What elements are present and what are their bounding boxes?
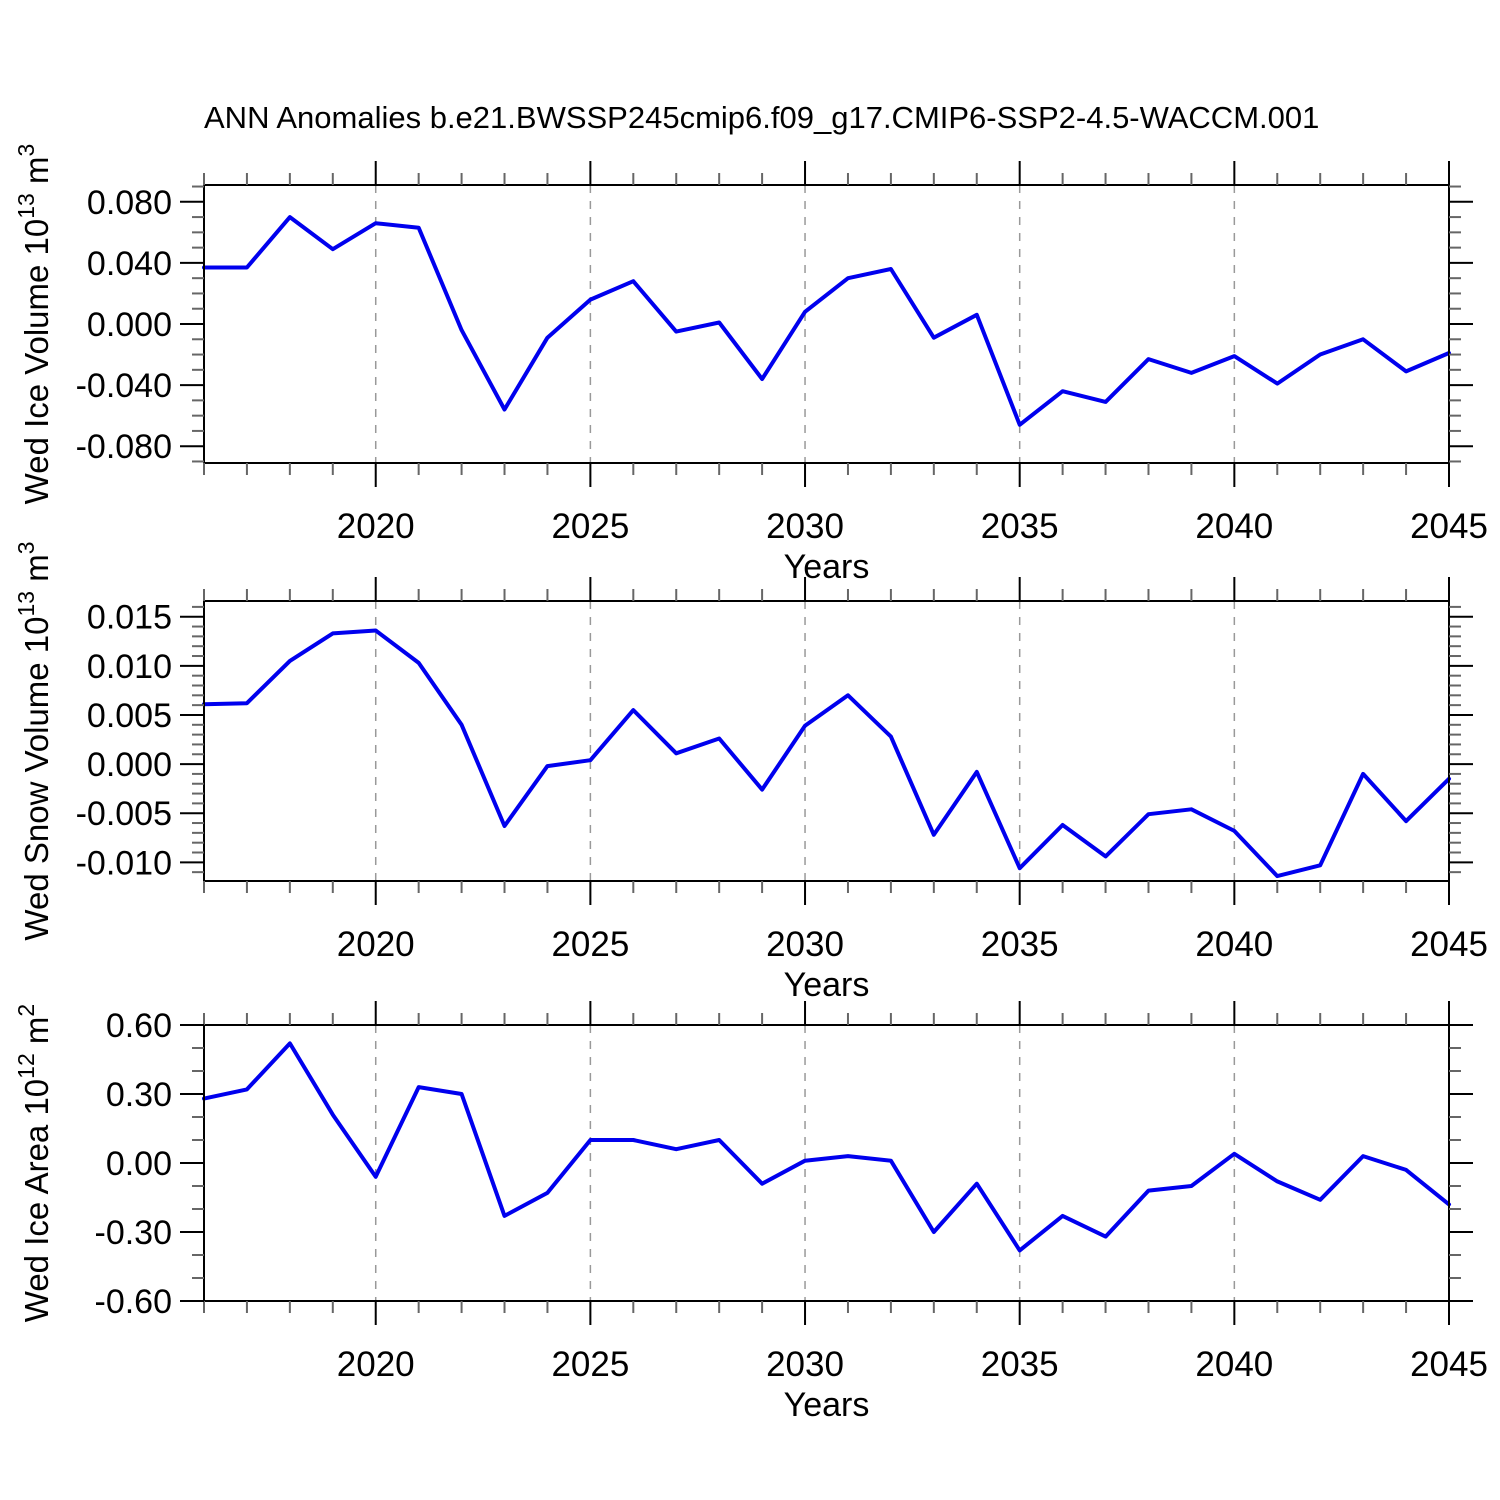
plot-frame [203, 600, 1450, 882]
series-line-wed-snow-volume [202, 628, 1451, 879]
x-axis-title: Years [784, 966, 870, 1004]
x-tick-label: 2020 [337, 1345, 415, 1384]
y-tick-label: 0.60 [106, 1007, 172, 1045]
x-tick-label: 2025 [551, 925, 629, 964]
y-tick-label: 0.040 [87, 245, 172, 283]
y-tick-label: 0.005 [87, 697, 172, 735]
x-tick-label: 2020 [337, 507, 415, 546]
y-tick-label: 0.000 [87, 306, 172, 344]
x-tick-label: 2035 [981, 925, 1059, 964]
y-tick-label: 0.30 [106, 1076, 172, 1114]
panel-wed-snow-volume: 0.015 0.010 0.005 0.000 -0.005 -0.010 2020 2025… [13, 541, 1488, 1004]
y-tick-label: -0.010 [76, 844, 172, 882]
y-axis-title: Wed Ice Area 1012 m2 [13, 1004, 55, 1322]
x-tick-label: 2045 [1410, 507, 1488, 546]
x-tick-label: 2030 [766, 507, 844, 546]
y-tick-label: 0.000 [87, 746, 172, 784]
x-tick-label: 2040 [1195, 507, 1273, 546]
y-tick-label: 0.00 [106, 1145, 172, 1183]
x-tick-label: 2025 [551, 1345, 629, 1384]
y-tick-label: 0.010 [87, 648, 172, 686]
series-line-wed-ice-area [202, 1041, 1451, 1253]
y-tick-label: 0.080 [87, 184, 172, 222]
y-tick-label: -0.080 [76, 428, 172, 466]
y-axis-title: Wed Ice Volume 1013 m3 [13, 144, 55, 505]
x-tick-label: 2040 [1195, 925, 1273, 964]
y-tick-label: -0.005 [76, 795, 172, 833]
y-tick-label: -0.040 [76, 367, 172, 405]
x-tick-label: 2020 [337, 925, 415, 964]
panel-wed-ice-area: 0.60 0.30 0.00 -0.30 -0.60 2020 2025 2030 2035 20… [13, 1001, 1488, 1424]
x-axis-title: Years [784, 1386, 870, 1424]
x-tick-label: 2040 [1195, 1345, 1273, 1384]
plot-frame [203, 1024, 1450, 1302]
x-tick-label: 2045 [1410, 1345, 1488, 1384]
x-tick-label: 2030 [766, 1345, 844, 1384]
series-line-wed-ice-volume [202, 215, 1451, 427]
y-tick-label: -0.60 [95, 1283, 173, 1321]
y-tick-label: -0.30 [95, 1214, 173, 1252]
y-tick-label: 0.015 [87, 599, 172, 637]
panel-wed-ice-volume: 0.080 0.040 0.000 -0.040 -0.080 2020 2025 2030 2… [13, 144, 1488, 586]
chart-title: ANN Anomalies b.e21.BWSSP245cmip6.f09_g1… [204, 100, 1320, 135]
x-axis-title: Years [784, 548, 870, 586]
x-tick-label: 2025 [551, 507, 629, 546]
x-tick-label: 2045 [1410, 925, 1488, 964]
x-tick-label: 2030 [766, 925, 844, 964]
x-tick-label: 2035 [981, 1345, 1059, 1384]
y-axis-title: Wed Snow Volume 1013 m3 [13, 541, 55, 940]
x-tick-label: 2035 [981, 507, 1059, 546]
